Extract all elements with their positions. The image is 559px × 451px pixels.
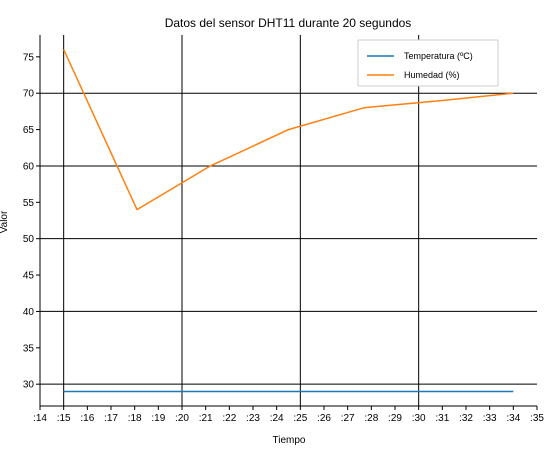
x-tick-label: :19 bbox=[151, 413, 165, 424]
axes: :14 :15 :16 :17 :18 :19 :20 :21 :22 :23 :24 :25 :26:… bbox=[23, 35, 544, 424]
x-tick-label: :20 bbox=[175, 413, 189, 424]
x-tick-label: :22 bbox=[222, 413, 236, 424]
x-tick-label: :35 bbox=[530, 413, 544, 424]
x-tick-label: :29 bbox=[388, 413, 402, 424]
y-tick-label: 40 bbox=[23, 307, 35, 318]
y-axis-title: Valor bbox=[0, 210, 10, 233]
x-tick-label: :26 bbox=[317, 413, 331, 424]
legend-label: Humedad (%) bbox=[404, 70, 460, 80]
y-tick-label: 45 bbox=[23, 271, 35, 282]
y-tick-label: 70 bbox=[23, 89, 35, 100]
y-tick-label: 60 bbox=[23, 161, 35, 172]
legend-box bbox=[357, 39, 499, 87]
x-tick-label: :14 bbox=[33, 413, 47, 424]
series-line-2 bbox=[63, 49, 514, 211]
x-tick-label: :31 bbox=[435, 413, 449, 424]
x-tick-label: :27 bbox=[341, 413, 355, 424]
grid bbox=[40, 35, 537, 406]
x-tick-label: :34 bbox=[506, 413, 520, 424]
y-tick-label: 50 bbox=[23, 234, 35, 245]
x-axis-title: Tiempo bbox=[273, 435, 306, 446]
x-tick-label: :17 bbox=[104, 413, 118, 424]
plot-area bbox=[63, 49, 514, 393]
x-tick-label: :21 bbox=[199, 413, 213, 424]
legend: Temperatura (ºC) Humedad (%) bbox=[357, 39, 499, 87]
x-tick-label: :25 bbox=[293, 413, 307, 424]
x-tick-label: :28 bbox=[364, 413, 378, 424]
y-tick-label: 65 bbox=[23, 125, 35, 136]
x-tick-label: :16 bbox=[80, 413, 94, 424]
x-tick-label: :23 bbox=[246, 413, 260, 424]
chart-title: Datos del sensor DHT11 durante 20 segund… bbox=[165, 16, 412, 30]
y-tick-label: 30 bbox=[23, 380, 35, 391]
x-tick-label: :18 bbox=[128, 413, 142, 424]
y-tick-label: 55 bbox=[23, 198, 35, 209]
y-tick-label: 75 bbox=[23, 52, 35, 63]
x-tick-label: :30 bbox=[412, 413, 426, 424]
x-tick-label: :33 bbox=[483, 413, 497, 424]
legend-label: Temperatura (ºC) bbox=[404, 51, 473, 61]
x-tick-label: :32 bbox=[459, 413, 473, 424]
y-tick-label: 35 bbox=[23, 343, 35, 354]
x-tick-label: :15 bbox=[57, 413, 71, 424]
x-tick-label: :24 bbox=[270, 413, 284, 424]
